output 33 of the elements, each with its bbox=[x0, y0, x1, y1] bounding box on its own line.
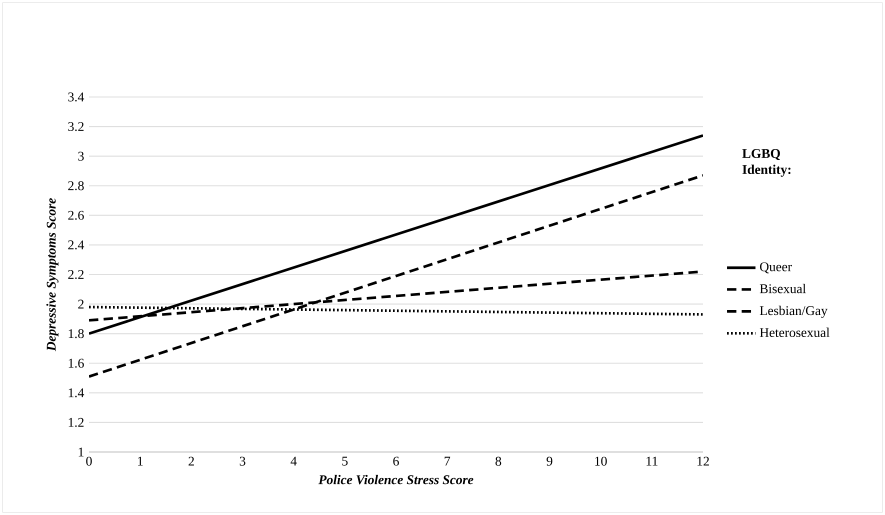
x-tick-label: 11 bbox=[646, 456, 658, 466]
x-axis-title: Police Violence Stress Score bbox=[318, 474, 474, 484]
x-tick-label: 0 bbox=[86, 456, 92, 466]
y-tick-label: 2 bbox=[78, 300, 84, 308]
y-tick-label: 3.4 bbox=[68, 92, 84, 102]
x-tick-label: 10 bbox=[595, 456, 607, 466]
y-tick-label: 1.8 bbox=[68, 329, 84, 338]
y-tick-label: 3.2 bbox=[68, 122, 84, 132]
y-axis-title: Depressive Symptoms Score bbox=[46, 198, 58, 352]
y-tick-label: 1.4 bbox=[68, 388, 84, 398]
legend-label: Bisexual bbox=[760, 284, 806, 294]
y-tick-label: 3 bbox=[78, 152, 84, 161]
y-tick-label: 2.2 bbox=[68, 270, 84, 280]
y-tick-label: 1 bbox=[78, 448, 84, 456]
y-tick-label: 2.4 bbox=[68, 240, 84, 250]
x-tick-label: 3 bbox=[240, 456, 246, 466]
legend-label: Heterosexual bbox=[760, 328, 830, 338]
x-tick-label: 12 bbox=[698, 456, 709, 466]
y-tick-label: 1.2 bbox=[68, 418, 84, 427]
legend-title: LGBQ Identity: bbox=[742, 149, 790, 177]
y-tick-label: 2.8 bbox=[68, 181, 84, 190]
x-tick-label: 6 bbox=[393, 456, 399, 466]
x-tick-label: 2 bbox=[188, 456, 194, 466]
x-tick-label: 4 bbox=[290, 456, 297, 466]
y-tick-label: 1.6 bbox=[68, 358, 84, 368]
x-tick-label: 1 bbox=[138, 456, 143, 466]
x-tick-label: 8 bbox=[496, 456, 502, 466]
y-tick-label: 2.6 bbox=[68, 210, 84, 220]
x-tick-label: 7 bbox=[444, 456, 450, 466]
legend-label: Lesbian/Gay bbox=[760, 306, 828, 318]
legend-label: Queer bbox=[760, 262, 792, 274]
x-tick-label: 5 bbox=[342, 456, 348, 466]
x-tick-label: 9 bbox=[546, 456, 552, 466]
